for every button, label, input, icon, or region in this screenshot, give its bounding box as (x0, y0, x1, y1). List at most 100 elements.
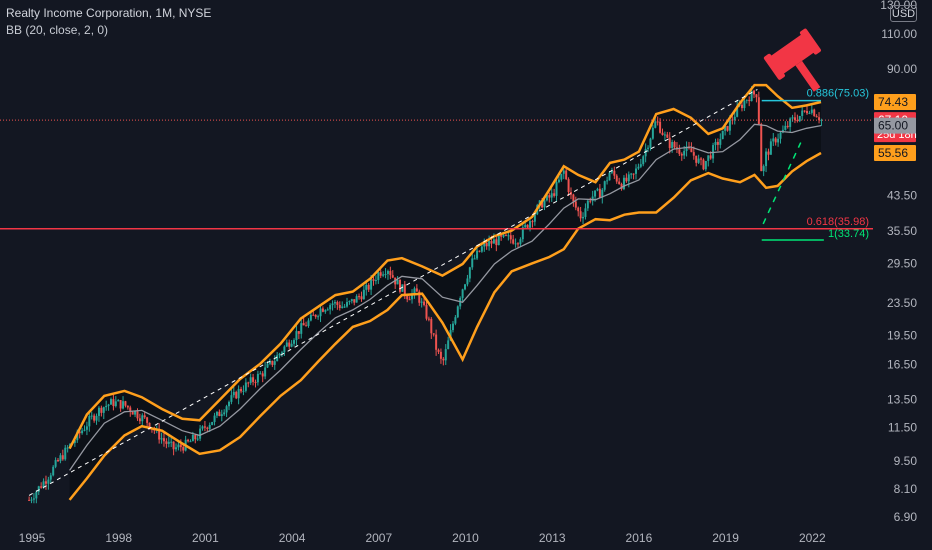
candle-body (724, 125, 727, 131)
candle-body (374, 280, 377, 282)
candle-body (427, 318, 430, 320)
candle-body (714, 141, 717, 146)
candle-body (750, 90, 753, 102)
candle (468, 266, 471, 283)
candle (464, 283, 467, 291)
candle-body (478, 250, 481, 252)
candle-body (199, 428, 202, 439)
candle-body (586, 200, 589, 209)
candle-body (136, 411, 139, 419)
candle-body (777, 138, 780, 143)
candle-body (550, 193, 553, 198)
candle (122, 396, 125, 410)
candle-body (622, 177, 625, 190)
candle (314, 314, 317, 319)
price-tag-upper-band: 74.43 (874, 94, 916, 110)
candle-body (432, 333, 435, 335)
candle (109, 397, 112, 405)
candle-body (158, 428, 161, 440)
candle (444, 344, 447, 365)
candle-body (64, 447, 67, 460)
candle-body (692, 152, 695, 156)
candle (815, 114, 818, 118)
candle-body (495, 239, 498, 246)
candle-body (170, 441, 173, 443)
price-tick-label: 11.50 (888, 421, 917, 435)
candle-body (517, 243, 520, 245)
candle-body (430, 318, 433, 334)
candle-body (268, 360, 271, 364)
plot-area[interactable] (28, 83, 823, 504)
price-tick-label: 13.50 (887, 393, 917, 407)
candle (504, 234, 507, 237)
candle-body (283, 346, 286, 353)
candle-body (401, 284, 404, 292)
price-tick-label: 23.50 (887, 296, 917, 310)
currency-badge[interactable]: USD (890, 5, 917, 22)
candle (502, 234, 505, 239)
candle-body (360, 296, 363, 300)
candle-body (189, 441, 192, 443)
time-axis[interactable]: 1995 1998 2001 2004 2007 2010 2013 2016 2019 2022 (19, 531, 826, 545)
candle-body (704, 160, 707, 170)
candle-body (420, 301, 423, 303)
candle (615, 174, 618, 184)
candle (338, 301, 341, 311)
candle (639, 158, 642, 169)
candle-body (52, 466, 55, 476)
candle (182, 444, 185, 454)
candle-body (716, 141, 719, 145)
candle (336, 300, 339, 310)
candle (726, 125, 729, 132)
symbol-title[interactable]: Realty Income Corporation, 1M, NYSE (6, 6, 212, 20)
candle-body (685, 146, 688, 151)
candle (632, 173, 635, 180)
candle-body (264, 367, 267, 377)
candle (305, 321, 308, 327)
candle-body (615, 175, 618, 182)
candle-body (603, 181, 606, 190)
candle-body (471, 258, 474, 268)
candle (707, 155, 710, 167)
candle (584, 203, 587, 220)
candle (553, 188, 556, 198)
candle (66, 445, 69, 453)
candle-body (736, 105, 739, 117)
svg-text:65.00: 65.00 (878, 119, 908, 133)
time-tick-label: 2001 (192, 531, 219, 545)
candle-body (625, 177, 628, 182)
candle (218, 409, 221, 417)
candle-body (728, 119, 731, 131)
candle-body (663, 134, 666, 136)
candle (276, 351, 279, 362)
candle-body (78, 431, 81, 434)
candle-body (529, 221, 532, 228)
candle (64, 444, 67, 461)
candle (673, 140, 676, 149)
price-tick-label: 29.50 (887, 256, 917, 270)
candle-body (584, 208, 587, 217)
candle-body (480, 246, 483, 252)
candle (47, 476, 50, 490)
candle-body (555, 182, 558, 196)
candle (745, 99, 748, 104)
candle (562, 168, 565, 180)
candle-body (348, 301, 351, 303)
candle (668, 132, 671, 154)
candle (28, 496, 31, 501)
candle-body (49, 475, 52, 480)
overlays: 0.886(75.03) 0.618(35.98)1(33.74) (0, 28, 873, 496)
candle-body (748, 99, 751, 102)
candle-body (454, 317, 457, 324)
candle-body (678, 149, 681, 154)
candle-body (293, 340, 296, 344)
candle-body (810, 109, 813, 113)
indicator-legend[interactable]: BB (20, close, 2, 0) (6, 23, 109, 37)
candle (476, 247, 479, 260)
candle (175, 443, 178, 452)
candle (413, 286, 416, 299)
time-tick-label: 2004 (279, 531, 306, 545)
candle (427, 316, 430, 322)
candle (755, 94, 758, 103)
